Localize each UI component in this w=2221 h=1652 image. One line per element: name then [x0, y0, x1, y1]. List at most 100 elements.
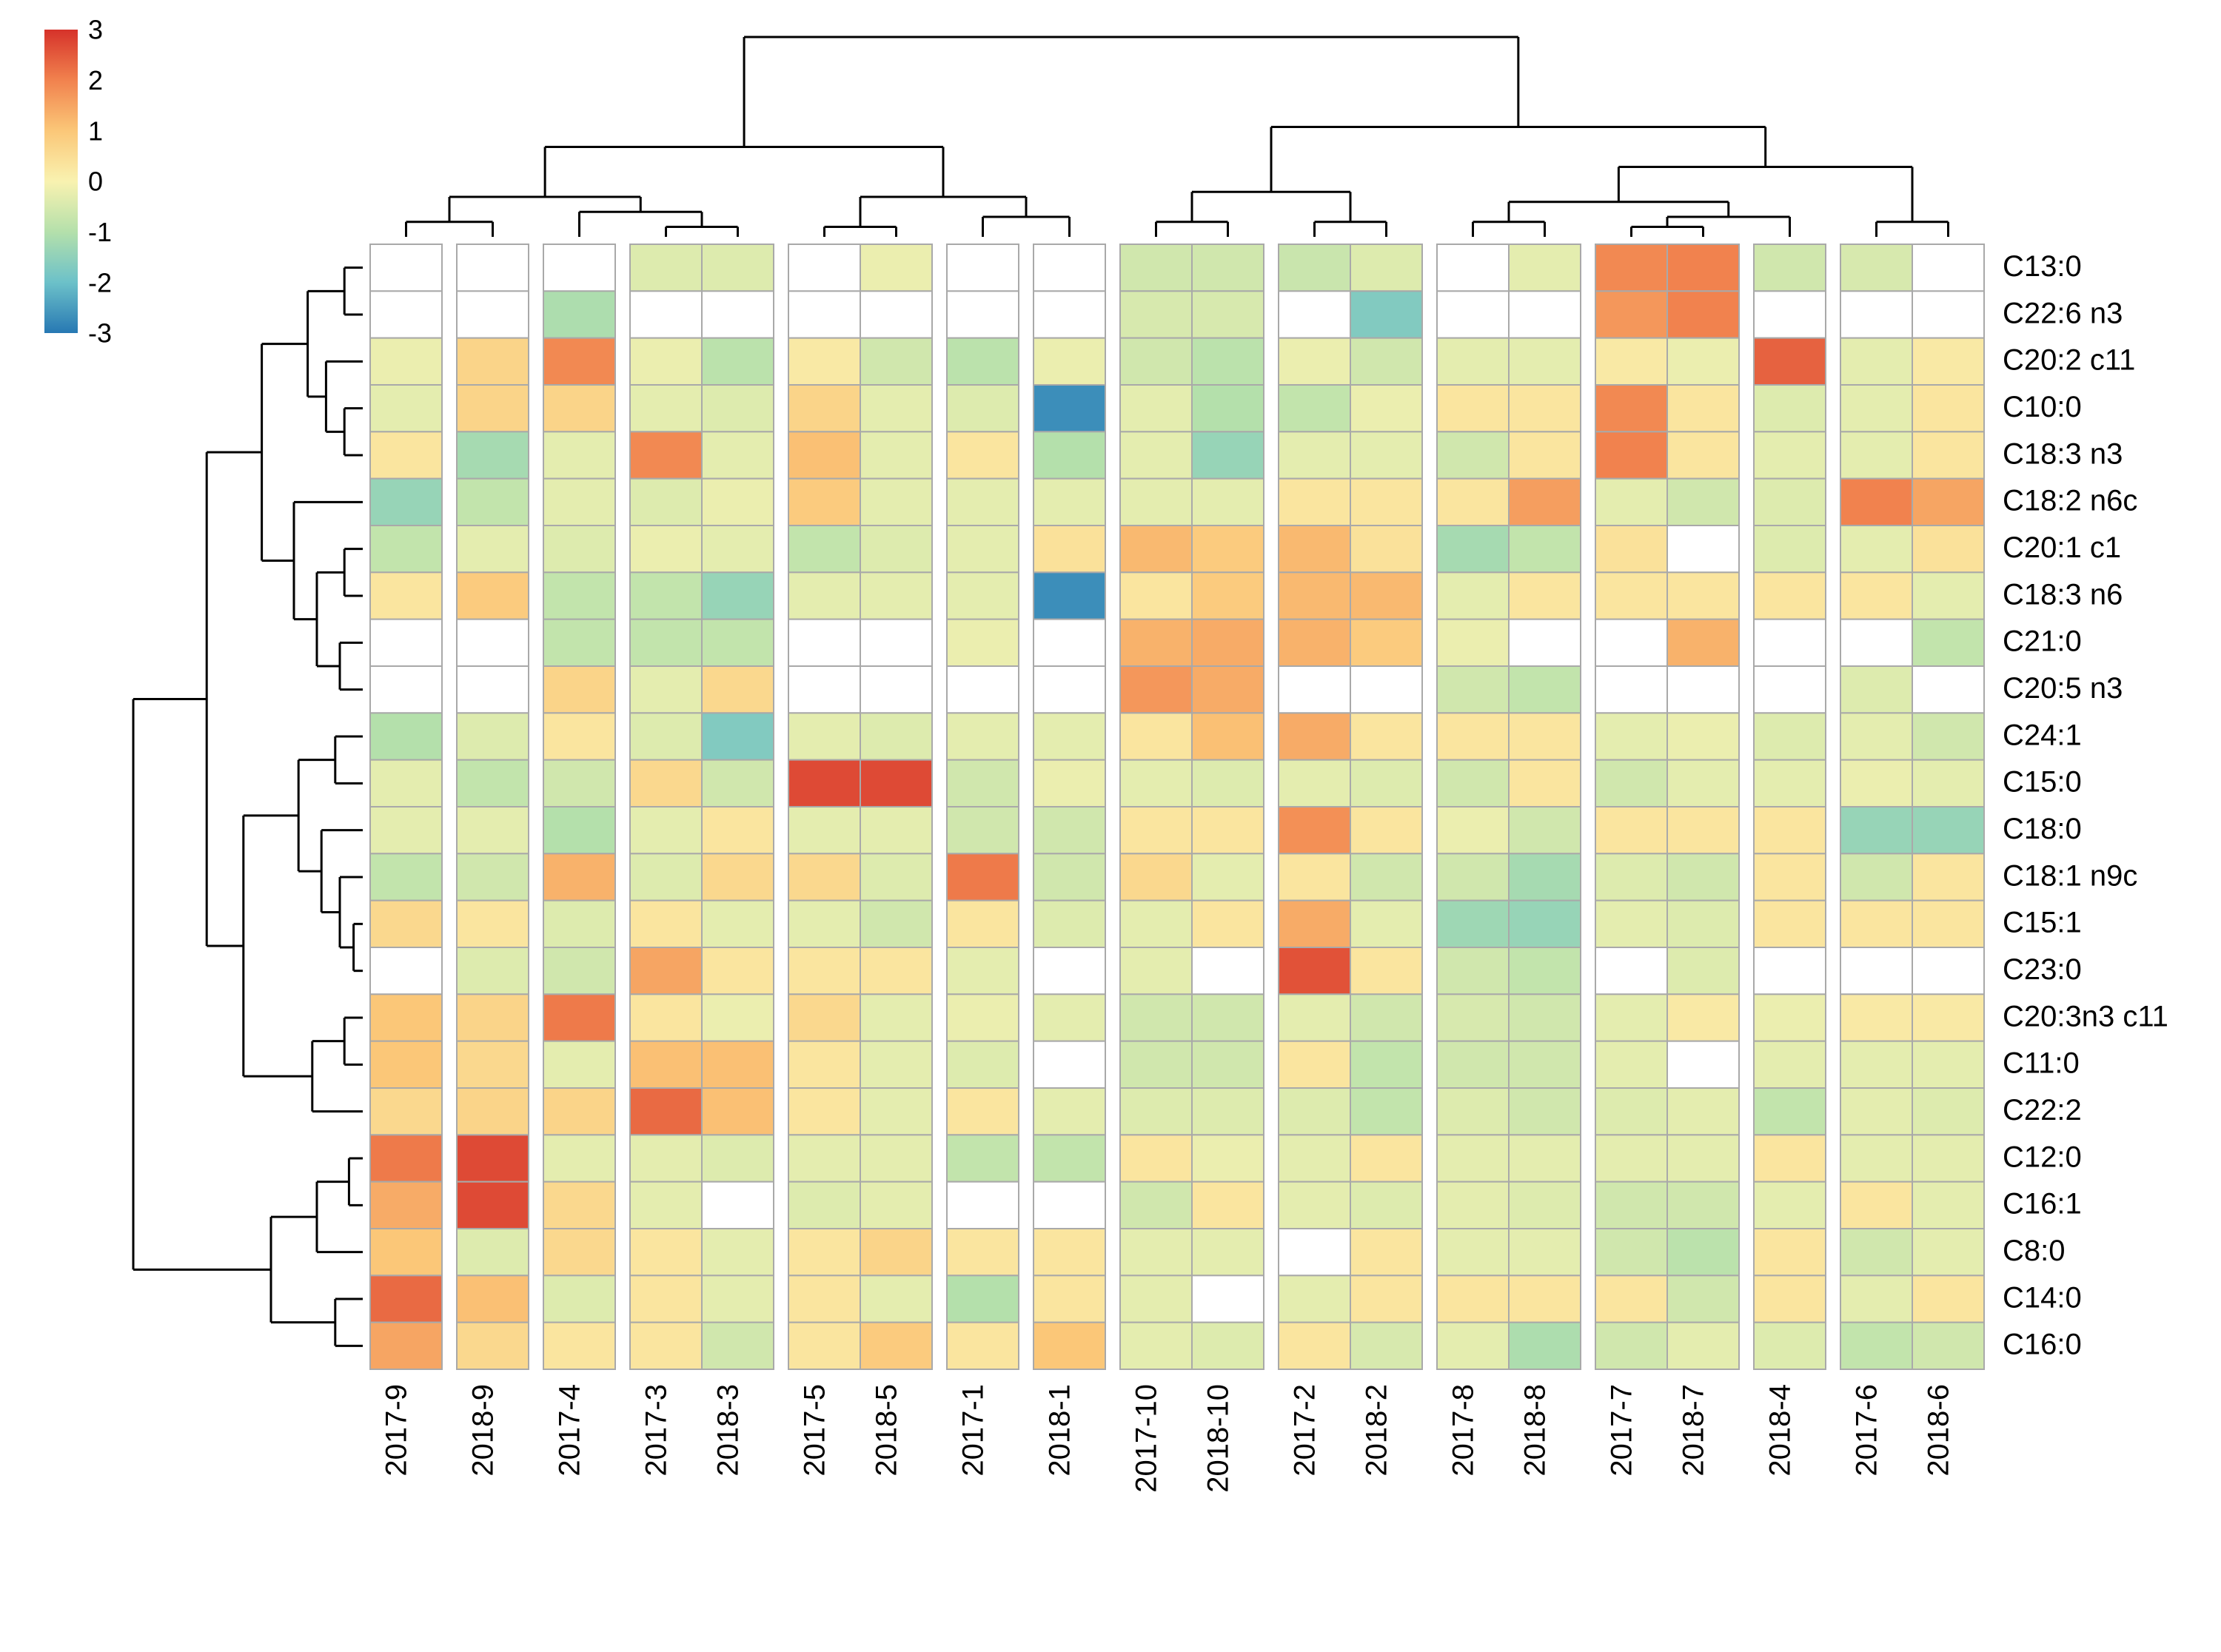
heatmap-cell: [1034, 244, 1105, 291]
heatmap-cell: [1912, 1182, 1984, 1229]
heatmap-cell: [788, 526, 860, 572]
heatmap-cell: [1595, 479, 1667, 526]
heatmap-cell: [630, 1275, 702, 1322]
heatmap-cell: [1595, 994, 1667, 1041]
heatmap-cell: [457, 432, 529, 478]
heatmap-cell: [1509, 291, 1581, 338]
row-label: C18:3 n3: [2003, 437, 2123, 470]
heatmap-cell: [1350, 666, 1422, 713]
heatmap-cell: [1120, 385, 1192, 432]
heatmap-cell: [457, 572, 529, 619]
heatmap-cell: [1437, 760, 1509, 807]
heatmap-cell: [1192, 291, 1264, 338]
heatmap-cell: [702, 1229, 774, 1275]
column-label: 2017-3: [640, 1384, 673, 1477]
heatmap-cell: [1754, 1229, 1826, 1275]
heatmap-cell: [370, 291, 442, 338]
heatmap-cell: [1912, 526, 1984, 572]
heatmap-cell: [1279, 1323, 1350, 1369]
heatmap-cell: [1279, 291, 1350, 338]
heatmap-cell: [702, 947, 774, 994]
heatmap-cell: [1350, 479, 1422, 526]
heatmap-cell: [1667, 713, 1739, 759]
heatmap-cell: [1509, 994, 1581, 1041]
heatmap-cell: [1667, 807, 1739, 853]
heatmap-cell: [788, 853, 860, 900]
row-label: C8:0: [2003, 1235, 2066, 1267]
heatmap-cell: [543, 1088, 615, 1135]
row-label: C11:0: [2003, 1047, 2080, 1080]
column-label: 2017-7: [1606, 1384, 1638, 1477]
heatmap-cell: [1279, 901, 1350, 947]
heatmap-cell: [947, 994, 1019, 1041]
heatmap-cell: [1667, 291, 1739, 338]
heatmap-cell: [1840, 432, 1912, 478]
heatmap-cell: [947, 244, 1019, 291]
column-label: 2018-7: [1678, 1384, 1710, 1477]
column-label: 2018-8: [1519, 1384, 1552, 1477]
heatmap-cell: [1840, 1323, 1912, 1369]
heatmap-cell: [1437, 479, 1509, 526]
heatmap-cell: [543, 1323, 615, 1369]
heatmap-cell: [788, 947, 860, 994]
heatmap-cell: [1437, 713, 1509, 759]
heatmap-cell: [860, 853, 932, 900]
heatmap-cell: [1350, 1041, 1422, 1088]
heatmap-cell: [630, 760, 702, 807]
heatmap-cell: [1120, 994, 1192, 1041]
heatmap-cell: [1840, 666, 1912, 713]
heatmap-cell: [1912, 760, 1984, 807]
heatmap-cell: [1754, 713, 1826, 759]
heatmap-cell: [1754, 901, 1826, 947]
heatmap-cell: [1279, 947, 1350, 994]
heatmap-cell: [457, 1135, 529, 1181]
heatmap-cell: [543, 666, 615, 713]
heatmap-cell: [1509, 385, 1581, 432]
heatmap-cell: [1595, 947, 1667, 994]
heatmap-cell: [1279, 572, 1350, 619]
heatmap-cell: [1595, 901, 1667, 947]
column-label: 2017-5: [799, 1384, 831, 1477]
column-label: 2018-5: [871, 1384, 903, 1477]
heatmap-cell: [1667, 526, 1739, 572]
heatmap-cell: [788, 1229, 860, 1275]
heatmap-cell: [1350, 760, 1422, 807]
colorbar-tick-label: 2: [88, 65, 103, 95]
heatmap-cell: [1509, 947, 1581, 994]
heatmap-cell: [947, 1088, 1019, 1135]
heatmap-cell: [457, 760, 529, 807]
heatmap-cell: [543, 1041, 615, 1088]
heatmap-cell: [702, 385, 774, 432]
heatmap-cell: [1840, 901, 1912, 947]
heatmap-cell: [1120, 853, 1192, 900]
heatmap-cell: [543, 1135, 615, 1181]
heatmap-cell: [947, 385, 1019, 432]
heatmap-cell: [1192, 994, 1264, 1041]
heatmap-cell: [1034, 1041, 1105, 1088]
heatmap-cell: [947, 526, 1019, 572]
heatmap-cell: [1912, 713, 1984, 759]
heatmap-cell: [1120, 1182, 1192, 1229]
heatmap-cell: [1840, 760, 1912, 807]
heatmap-cell: [860, 244, 932, 291]
heatmap-cell: [1034, 526, 1105, 572]
heatmap-cell: [947, 432, 1019, 478]
heatmap-cell: [1192, 807, 1264, 853]
heatmap-cell: [1912, 1088, 1984, 1135]
heatmap-cell: [702, 1135, 774, 1181]
heatmap-cell: [1279, 479, 1350, 526]
row-label: C15:0: [2003, 766, 2082, 799]
heatmap-cell: [543, 713, 615, 759]
heatmap-cell: [947, 1323, 1019, 1369]
heatmap-cell: [1754, 1088, 1826, 1135]
heatmap-cell: [1840, 994, 1912, 1041]
heatmap-cell: [1754, 1182, 1826, 1229]
heatmap-cell: [457, 1275, 529, 1322]
heatmap-cell: [370, 385, 442, 432]
heatmap-cell: [1509, 666, 1581, 713]
heatmap-cell: [1437, 853, 1509, 900]
heatmap-cell: [1350, 994, 1422, 1041]
heatmap-cell: [788, 479, 860, 526]
heatmap-cell: [1350, 572, 1422, 619]
heatmap-cell: [1120, 1135, 1192, 1181]
